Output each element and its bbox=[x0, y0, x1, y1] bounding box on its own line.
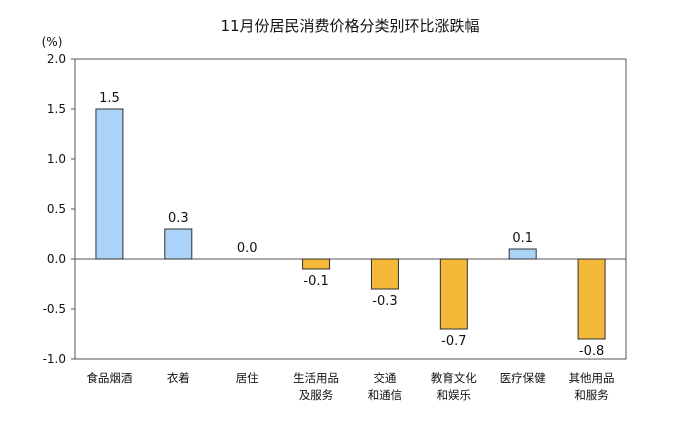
category-label: 和通信 bbox=[368, 388, 403, 402]
category-label: 教育文化 bbox=[431, 371, 477, 385]
y-unit-label: (%) bbox=[42, 35, 63, 49]
y-axis-ticks: 2.0 1.5 1.0 0.5 0.0 -0.5 -1.0 bbox=[43, 52, 75, 366]
bar-value-label: 0.3 bbox=[168, 211, 189, 226]
bars-layer bbox=[95, 108, 606, 340]
y-tick-label: 0.0 bbox=[47, 252, 66, 266]
category-label: 食品烟酒 bbox=[86, 371, 132, 385]
y-tick-label: 1.5 bbox=[47, 102, 66, 116]
plot-frame bbox=[74, 58, 627, 360]
bar-value-label: -0.1 bbox=[303, 274, 328, 289]
data-labels-layer: 1.5 0.3 0.0 -0.1 -0.3 -0.7 0.1 -0.8 bbox=[99, 91, 604, 359]
bar bbox=[95, 108, 124, 260]
category-label: 其他用品 bbox=[569, 371, 615, 385]
bar bbox=[164, 228, 193, 260]
bar-value-label: -0.7 bbox=[441, 334, 466, 349]
category-label: 居住 bbox=[236, 371, 259, 385]
category-label: 交通 bbox=[373, 371, 396, 385]
bar bbox=[302, 258, 331, 270]
category-label: 和娱乐 bbox=[437, 388, 472, 402]
bar-value-label: 0.1 bbox=[512, 231, 533, 246]
category-label: 医疗保健 bbox=[500, 371, 546, 385]
bar bbox=[577, 258, 606, 340]
bar bbox=[370, 258, 399, 290]
bar bbox=[439, 258, 468, 330]
chart-title: 11月份居民消费价格分类别环比涨跌幅 bbox=[220, 17, 479, 35]
y-tick-label: 1.0 bbox=[47, 152, 66, 166]
category-label: 衣着 bbox=[167, 371, 190, 385]
category-label: 生活用品 bbox=[293, 371, 339, 385]
bar-value-label: -0.3 bbox=[372, 294, 397, 309]
y-tick-label: 0.5 bbox=[47, 202, 66, 216]
y-tick-label: -1.0 bbox=[43, 352, 66, 366]
y-tick-label: -0.5 bbox=[43, 302, 66, 316]
category-label: 和服务 bbox=[574, 388, 609, 402]
category-label: 及服务 bbox=[299, 388, 334, 402]
bar-value-label: -0.8 bbox=[579, 344, 604, 359]
bar-value-label: 1.5 bbox=[99, 91, 120, 106]
bar-value-label: 0.0 bbox=[237, 241, 258, 256]
bar bbox=[508, 248, 537, 260]
y-tick-label: 2.0 bbox=[47, 52, 66, 66]
